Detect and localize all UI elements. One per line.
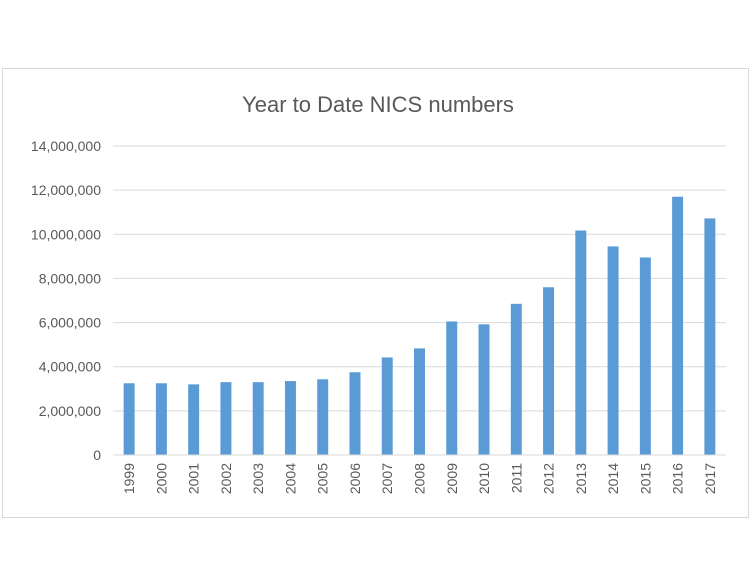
x-tick-label: 2007 bbox=[379, 463, 395, 494]
x-tick-label: 2008 bbox=[412, 463, 428, 494]
bar-2011 bbox=[510, 303, 522, 455]
x-tick-label: 2014 bbox=[605, 463, 621, 494]
gridlines bbox=[113, 145, 726, 412]
bar-2009 bbox=[446, 321, 458, 455]
x-tick-label: 2012 bbox=[541, 463, 557, 494]
bar-2000 bbox=[155, 383, 167, 455]
y-tick-label: 2,000,000 bbox=[39, 403, 101, 419]
bar-2006 bbox=[349, 372, 361, 455]
y-tick-label: 0 bbox=[93, 447, 101, 463]
bar-2005 bbox=[317, 379, 329, 455]
x-tick-label: 2000 bbox=[153, 463, 169, 494]
bar-2012 bbox=[543, 287, 555, 455]
y-tick-label: 6,000,000 bbox=[39, 315, 101, 331]
x-tick-label: 2006 bbox=[347, 463, 363, 494]
x-tick-label: 2001 bbox=[186, 463, 202, 494]
bar-2004 bbox=[284, 381, 296, 455]
bar-2014 bbox=[607, 246, 619, 455]
y-tick-label: 10,000,000 bbox=[31, 226, 101, 242]
x-tick-label: 2017 bbox=[702, 463, 718, 494]
y-axis-tick-labels: 0 2,000,000 4,000,000 6,000,000 8,000,000 10,… bbox=[31, 138, 101, 463]
x-tick-label: 2004 bbox=[282, 463, 298, 494]
chart-title: Year to Date NICS numbers bbox=[242, 92, 514, 117]
y-tick-label: 12,000,000 bbox=[31, 182, 101, 198]
bar-1999 bbox=[123, 383, 135, 455]
x-tick-label: 2003 bbox=[250, 463, 266, 494]
x-axis-tick-labels: 1999 2000 2001 2002 2003 2004 2005 2006 2007 2008… bbox=[121, 463, 718, 494]
bar-2001 bbox=[188, 384, 200, 455]
bar-2002 bbox=[220, 382, 232, 455]
bar-2015 bbox=[639, 257, 651, 455]
x-tick-label: 2011 bbox=[508, 463, 524, 493]
bar-2003 bbox=[252, 382, 264, 455]
x-tick-label: 1999 bbox=[121, 463, 137, 494]
y-tick-label: 4,000,000 bbox=[39, 359, 101, 375]
x-tick-label: 2010 bbox=[476, 463, 492, 494]
bar-2010 bbox=[478, 324, 490, 455]
bar-2013 bbox=[575, 230, 587, 455]
x-tick-label: 2005 bbox=[315, 463, 331, 494]
x-tick-label: 2015 bbox=[637, 463, 653, 494]
bar-2017 bbox=[704, 218, 716, 455]
y-tick-label: 14,000,000 bbox=[31, 138, 101, 154]
x-tick-label: 2016 bbox=[670, 463, 686, 494]
x-tick-label: 2013 bbox=[573, 463, 589, 494]
y-tick-label: 8,000,000 bbox=[39, 270, 101, 286]
bar-2007 bbox=[381, 357, 393, 455]
bar-2016 bbox=[672, 196, 684, 455]
bars bbox=[123, 196, 716, 455]
bar-2008 bbox=[414, 348, 425, 455]
x-tick-label: 2009 bbox=[444, 463, 460, 494]
x-tick-label: 2002 bbox=[218, 463, 234, 494]
